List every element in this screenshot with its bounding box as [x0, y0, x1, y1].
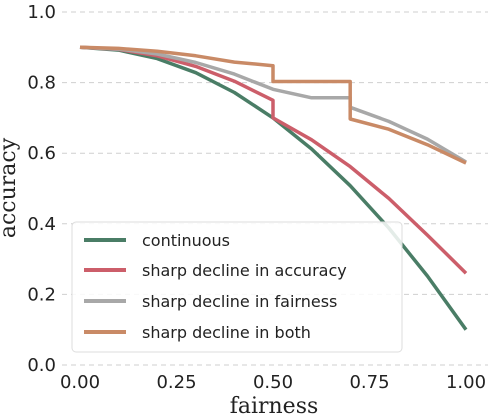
y-tick-label: 0.6 [27, 143, 56, 164]
x-tick-label: 0.50 [253, 372, 293, 393]
y-tick-label: 0.0 [27, 355, 56, 376]
y-tick-label: 0.8 [27, 73, 56, 94]
legend-box [71, 221, 403, 353]
y-tick-label: 0.4 [27, 214, 56, 235]
tick-labels: 0.0 0.2 0.4 0.6 0.8 1.0 0.00 0.25 0.50 0.75 1.00 [27, 2, 486, 393]
series-line-sharp-decline-in-fairness [79, 45, 467, 164]
legend-label-sharp-decline-both: sharp decline in both [142, 323, 311, 342]
x-axis-label: fairness [230, 394, 319, 418]
x-tick-label: 0.75 [349, 372, 389, 393]
x-tick-label: 0.25 [156, 372, 196, 393]
series-line-sharp-decline-in-both [79, 45, 467, 165]
legend: continuous sharp decline in accuracy sha… [71, 221, 403, 353]
legend-label-sharp-decline-fairness: sharp decline in fairness [142, 292, 337, 311]
y-tick-label: 0.2 [27, 284, 56, 305]
legend-label-continuous: continuous [142, 231, 230, 250]
legend-label-sharp-decline-accuracy: sharp decline in accuracy [142, 261, 347, 280]
x-tick-label: 0.00 [60, 372, 100, 393]
y-axis-label: accuracy [0, 137, 21, 238]
x-tick-label: 1.00 [446, 372, 486, 393]
y-tick-label: 1.0 [27, 2, 56, 23]
